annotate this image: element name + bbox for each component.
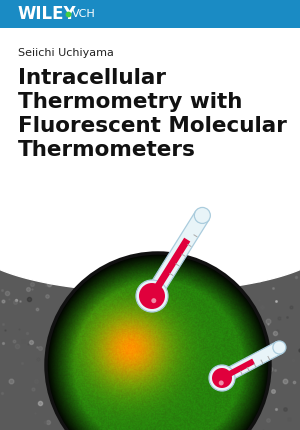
Polygon shape	[145, 211, 209, 300]
Text: Fluorescent Molecular: Fluorescent Molecular	[18, 116, 287, 136]
Text: Seiichi Uchiyama: Seiichi Uchiyama	[18, 48, 114, 58]
Circle shape	[209, 365, 235, 391]
Text: Intracellular: Intracellular	[18, 68, 166, 88]
Text: WILEY: WILEY	[18, 5, 76, 23]
Polygon shape	[149, 238, 190, 298]
Circle shape	[139, 283, 165, 309]
Polygon shape	[0, 0, 300, 292]
Text: Thermometry with: Thermometry with	[18, 92, 242, 112]
Circle shape	[219, 381, 224, 385]
Circle shape	[273, 341, 286, 354]
Bar	[0, 0, 300, 28]
Text: Thermometers: Thermometers	[18, 140, 196, 160]
Text: VCH: VCH	[72, 9, 96, 19]
Polygon shape	[219, 342, 282, 384]
Circle shape	[151, 298, 156, 303]
Circle shape	[136, 280, 168, 312]
Circle shape	[212, 368, 232, 388]
Circle shape	[194, 207, 210, 224]
Polygon shape	[220, 359, 255, 381]
